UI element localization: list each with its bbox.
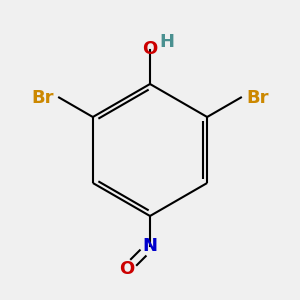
Text: O: O — [142, 40, 158, 58]
Text: H: H — [159, 33, 174, 51]
Text: Br: Br — [31, 88, 54, 106]
Text: N: N — [142, 237, 158, 255]
Text: Br: Br — [246, 88, 269, 106]
Text: O: O — [119, 260, 134, 278]
